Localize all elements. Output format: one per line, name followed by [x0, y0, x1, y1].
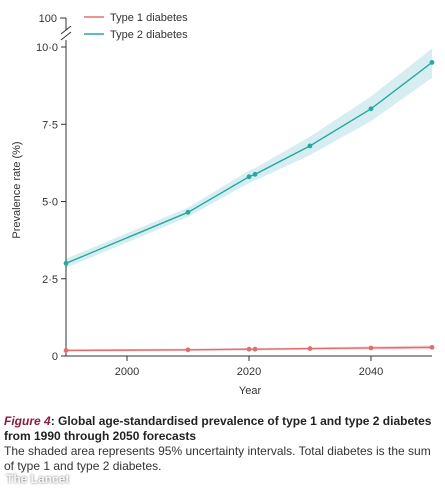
x-axis-title: Year [239, 385, 262, 397]
caption-title-text: : Global age-standardised prevalence of … [4, 414, 432, 443]
data-point-series-2 [368, 106, 374, 112]
data-point-series-2 [246, 174, 252, 180]
caption-note: The shaded area represents 95% uncertain… [4, 444, 431, 473]
chart: 100 0 2·5 5·0 7·5 10·0 2000 2020 2040 Prevalen… [11, 12, 435, 397]
data-point-series-1 [252, 346, 258, 352]
data-point-series-2 [307, 143, 313, 149]
series-points [63, 60, 435, 353]
x-ticks: 2000 2020 2040 [115, 356, 383, 378]
figure-caption: Figure 4: Global age-standardised preval… [4, 414, 442, 474]
y-axis-title: Prevalence rate (%) [11, 141, 23, 238]
uncertainty-bands [66, 48, 432, 352]
caption-title: Figure 4: Global age-standardised preval… [4, 414, 442, 444]
watermark: The Lancet [6, 472, 70, 486]
y-tick-label: 2·5 [42, 274, 58, 286]
uncertainty-band-series-2 [66, 48, 432, 268]
legend: Type 1 diabetes Type 2 diabetes [84, 12, 188, 41]
data-point-series-2 [185, 209, 191, 215]
y-tick-label: 0 [52, 351, 58, 363]
y-tick-label: 7·5 [42, 119, 58, 131]
legend-label: Type 2 diabetes [110, 29, 188, 41]
y-tick-label: 10·0 [36, 42, 58, 54]
data-point-series-2 [252, 171, 258, 177]
legend-label: Type 1 diabetes [110, 12, 188, 24]
y-tick-label: 5·0 [42, 197, 58, 209]
data-point-series-2 [63, 260, 69, 266]
data-point-series-1 [185, 347, 191, 353]
data-point-series-1 [307, 346, 313, 351]
data-point-series-1 [63, 348, 69, 353]
y-ticks: 0 2·5 5·0 7·5 10·0 [36, 42, 66, 363]
x-tick-label: 2000 [115, 366, 139, 378]
data-point-series-1 [429, 344, 435, 350]
x-tick-label: 2040 [359, 366, 383, 378]
caption-figure-label: Figure 4 [4, 414, 51, 428]
data-point-series-1 [246, 346, 252, 352]
data-point-series-2 [429, 60, 435, 65]
y-axis-break [60, 17, 72, 41]
data-point-series-1 [368, 345, 374, 351]
y-break-label: 100 [39, 13, 57, 25]
x-tick-label: 2020 [237, 366, 261, 378]
